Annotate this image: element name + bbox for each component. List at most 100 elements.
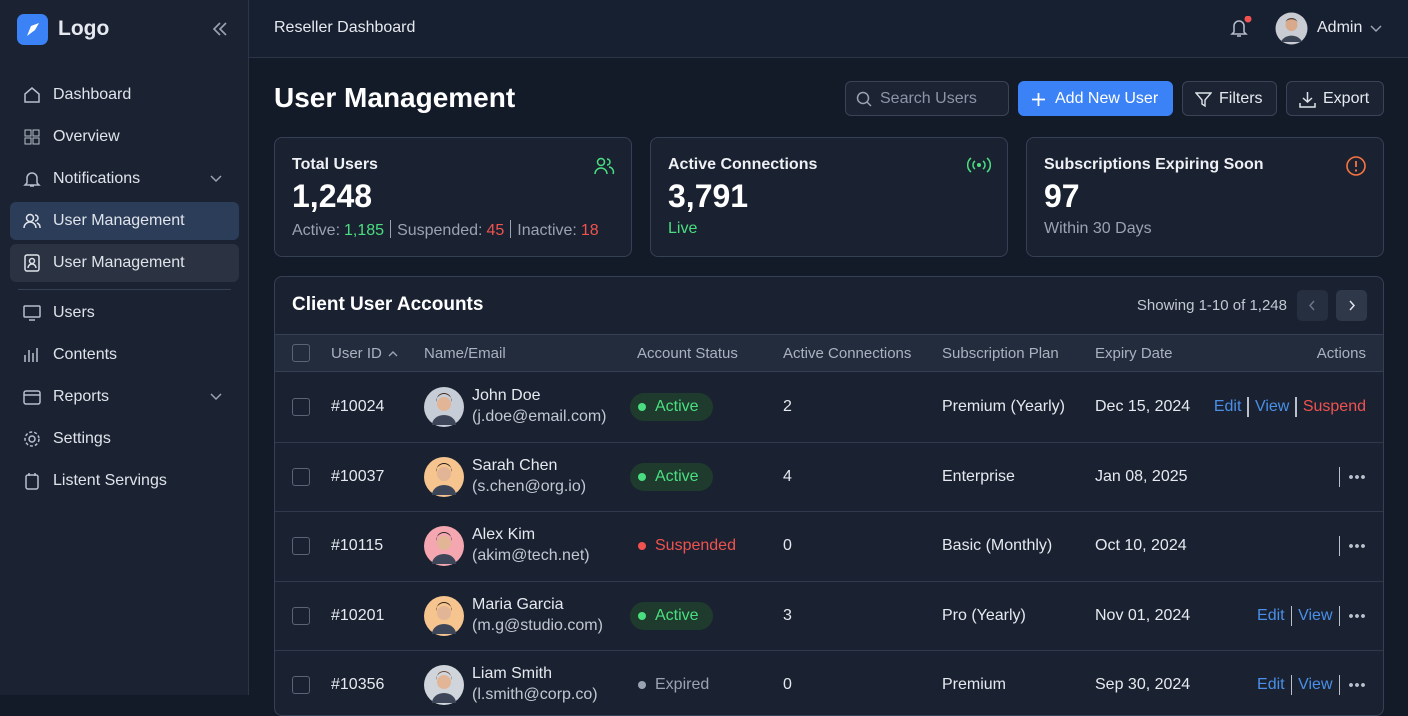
- column-header: Actions: [1316, 345, 1366, 362]
- expiry: Oct 10, 2024: [1095, 537, 1187, 554]
- plan: Pro (Yearly): [942, 606, 1026, 624]
- avatar: [424, 595, 464, 636]
- action-link[interactable]: View: [1254, 398, 1290, 415]
- nav-item[interactable]: Overview: [10, 118, 239, 156]
- separator: [510, 220, 512, 238]
- connections: 0: [783, 676, 792, 693]
- row-checkbox[interactable]: [292, 676, 310, 694]
- divider: [18, 289, 231, 290]
- separator: [1290, 605, 1293, 626]
- pagination-info: Showing 1-10 of 1,248: [1136, 297, 1287, 314]
- card-icon: [967, 157, 991, 173]
- plan: Premium (Yearly): [942, 398, 1065, 415]
- topbar: Reseller Dashboard Admin: [249, 0, 1408, 58]
- detail-label: Active:: [292, 222, 341, 239]
- nav-label: Overview: [53, 128, 120, 145]
- actions: [1333, 466, 1366, 487]
- status-dot: [638, 542, 646, 550]
- card-value: 1,248: [292, 178, 373, 214]
- filters-button[interactable]: Filters: [1182, 81, 1277, 116]
- status: Active: [630, 601, 713, 630]
- sidebar: Logo Dashboard Overview Notifications Us…: [0, 0, 249, 695]
- column-header: Subscription Plan: [942, 345, 1059, 362]
- nav-item[interactable]: Listent Servings: [10, 462, 239, 500]
- row-checkbox[interactable]: [292, 467, 310, 486]
- next-page[interactable]: [1336, 290, 1367, 321]
- export-button[interactable]: Export: [1286, 81, 1384, 116]
- connections: 4: [783, 467, 792, 485]
- table-panel: Client User Accounts Showing 1-10 of 1,2…: [274, 276, 1384, 716]
- nav-label: Contents: [53, 346, 118, 363]
- nav-item[interactable]: Reports: [10, 378, 239, 416]
- stat-card: Total Users 1,248 Active: 1,185 Suspended:…: [274, 137, 632, 257]
- user-email: (m.g@studio.com): [472, 616, 603, 634]
- column-header: Active Connections: [783, 345, 912, 362]
- user-email: (j.doe@email.com): [472, 408, 607, 425]
- nav-label: Users: [53, 304, 95, 321]
- button-label: Add New User: [1055, 89, 1159, 107]
- detail-label: Inactive:: [517, 222, 577, 239]
- nav-item[interactable]: Dashboard: [10, 76, 239, 114]
- card-title: Subscriptions Expiring Soon: [1044, 156, 1264, 173]
- nav-item[interactable]: Users: [10, 294, 239, 332]
- select-all[interactable]: [292, 344, 310, 362]
- user-name: Liam Smith: [472, 665, 553, 682]
- search[interactable]: Search Users: [845, 81, 1009, 116]
- nav-label: Reports: [53, 388, 110, 405]
- collapse[interactable]: [211, 20, 229, 38]
- nav-item[interactable]: Settings: [10, 420, 239, 458]
- separator: [1338, 605, 1340, 626]
- table-title: Client User Accounts: [292, 294, 484, 315]
- action-link[interactable]: Edit: [1213, 398, 1242, 415]
- action-link[interactable]: Edit: [1257, 606, 1285, 624]
- row-divider: [275, 441, 1383, 443]
- action-link[interactable]: Suspend: [1302, 398, 1366, 415]
- action-link[interactable]: View: [1298, 606, 1333, 624]
- card-icon: [594, 157, 615, 175]
- page-title: User Management: [274, 82, 516, 113]
- row-divider: [275, 580, 1383, 582]
- sort-icon[interactable]: [387, 349, 399, 359]
- logo-icon: [17, 14, 48, 45]
- avatar: [424, 387, 464, 427]
- user-id: #10201: [331, 606, 385, 624]
- status-dot: [638, 611, 646, 620]
- more-menu[interactable]: [1348, 613, 1366, 618]
- user-email: (s.chen@org.io): [472, 477, 587, 495]
- bell[interactable]: [1229, 16, 1253, 40]
- nav-item[interactable]: Contents: [10, 336, 239, 374]
- card-value: 97: [1044, 178, 1080, 214]
- status-dot: [638, 472, 646, 481]
- row-checkbox[interactable]: [292, 606, 310, 625]
- action-link[interactable]: View: [1298, 676, 1333, 693]
- nav-item-active[interactable]: User Management: [10, 202, 239, 240]
- nav-label: User Management: [53, 212, 185, 229]
- admin-avatar[interactable]: [1275, 12, 1308, 45]
- more-menu[interactable]: [1348, 544, 1366, 548]
- stat-card: Subscriptions Expiring Soon 97 Within 30…: [1026, 137, 1384, 257]
- row-checkbox[interactable]: [292, 537, 310, 555]
- more-menu[interactable]: [1348, 683, 1366, 687]
- status: Suspended: [630, 532, 750, 560]
- row-checkbox[interactable]: [292, 398, 310, 416]
- column-header: Expiry Date: [1095, 345, 1173, 362]
- header-title: Reseller Dashboard: [274, 19, 416, 36]
- nav-label: Listent Servings: [53, 472, 167, 489]
- add-user-button[interactable]: Add New User: [1018, 81, 1173, 116]
- admin-name[interactable]: Admin: [1317, 19, 1363, 36]
- more-menu[interactable]: [1348, 474, 1366, 479]
- action-link[interactable]: Edit: [1257, 676, 1285, 693]
- card-note: Within 30 Days: [1044, 220, 1152, 237]
- column-header: User ID: [331, 345, 382, 362]
- card-value: 3,791: [668, 178, 749, 214]
- actions: Edit View Suspend: [1214, 397, 1366, 417]
- nav-item[interactable]: User Management: [10, 244, 239, 282]
- user-id: #10024: [331, 398, 385, 415]
- separator: [1247, 397, 1249, 417]
- nav-item[interactable]: Notifications: [10, 160, 239, 198]
- user-id: #10037: [331, 467, 385, 485]
- prev-page[interactable]: [1297, 290, 1328, 321]
- detail-label: Suspended:: [397, 222, 483, 239]
- card-note: Live: [668, 220, 698, 237]
